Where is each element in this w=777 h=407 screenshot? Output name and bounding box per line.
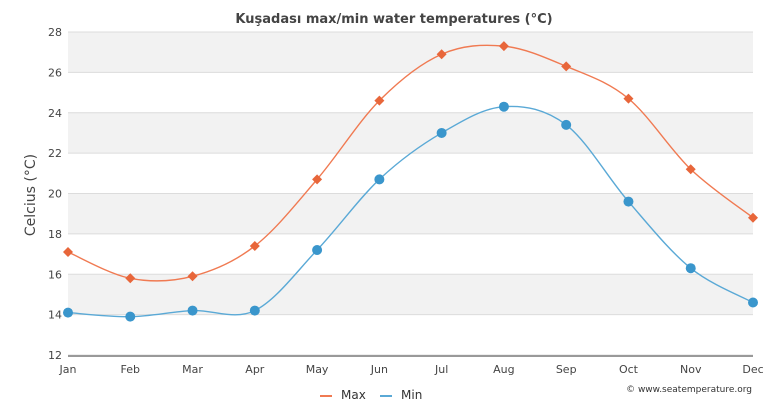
data-point-max[interactable] — [125, 273, 136, 284]
data-point-min[interactable] — [125, 311, 136, 322]
data-point-max[interactable] — [312, 174, 323, 185]
data-point-max[interactable] — [498, 41, 509, 52]
x-tick-label: Apr — [245, 363, 265, 376]
legend-item-max[interactable]: Max — [320, 388, 366, 402]
data-point-min[interactable] — [63, 307, 73, 318]
data-point-max[interactable] — [561, 61, 572, 72]
legend-label: Min — [401, 388, 422, 402]
y-tick-label: 18 — [48, 228, 62, 241]
data-point-max[interactable] — [63, 247, 73, 258]
x-tick-label: Feb — [121, 363, 140, 376]
x-tick-labels: Jan Feb Mar Apr May Jun Jul Aug Sep Oct Nov Dec — [59, 363, 764, 376]
data-point-min[interactable] — [436, 127, 447, 138]
data-point-max[interactable] — [249, 240, 260, 251]
data-point-min[interactable] — [623, 196, 634, 207]
y-axis-label: Celcius (°C) — [23, 154, 39, 236]
series-line-max — [67, 44, 754, 282]
data-point-max[interactable] — [187, 271, 198, 282]
y-tick-label: 28 — [48, 26, 62, 39]
data-point-min[interactable] — [312, 245, 323, 256]
credit-text: © www.seatemperature.org — [626, 385, 752, 395]
y-tick-labels: 12 14 16 18 20 22 24 26 28 — [48, 26, 62, 362]
x-tick-label: Nov — [680, 363, 702, 376]
data-point-min[interactable] — [748, 297, 758, 308]
x-tick-label: Mar — [182, 363, 203, 376]
data-point-min[interactable] — [561, 119, 572, 130]
x-tick-label: Oct — [619, 363, 639, 376]
plot-band — [68, 274, 753, 315]
legend-label: Max — [341, 388, 366, 402]
x-tick-label: Jul — [434, 363, 448, 376]
y-tick-label: 12 — [48, 349, 62, 362]
data-point-max[interactable] — [436, 49, 447, 60]
chart-title: Kuşadası max/min water temperatures (°C) — [235, 12, 552, 27]
data-point-max[interactable] — [623, 93, 634, 104]
y-tick-label: 16 — [48, 268, 62, 281]
data-point-max[interactable] — [374, 95, 385, 106]
y-tick-label: 22 — [48, 147, 62, 160]
y-tick-label: 14 — [48, 309, 62, 322]
x-tick-label: May — [306, 363, 329, 376]
x-tick-label: Sep — [556, 363, 577, 376]
x-tick-label: Jan — [59, 363, 77, 376]
series-markers — [63, 41, 758, 322]
data-point-min[interactable] — [187, 305, 198, 316]
plot-bands — [68, 32, 753, 315]
legend[interactable]: Max Min — [320, 388, 422, 402]
plot-band — [68, 112, 753, 154]
data-point-min[interactable] — [249, 305, 260, 316]
legend-item-min[interactable]: Min — [380, 388, 422, 402]
y-tick-label: 24 — [48, 107, 62, 120]
data-point-max[interactable] — [685, 164, 696, 175]
y-tick-label: 20 — [48, 188, 62, 201]
x-tick-label: Dec — [742, 363, 763, 376]
x-tick-label: Jun — [370, 363, 388, 376]
data-point-min[interactable] — [685, 263, 696, 274]
x-tick-label: Aug — [493, 363, 514, 376]
data-point-max[interactable] — [748, 212, 758, 223]
y-tick-label: 26 — [48, 66, 62, 79]
data-point-min[interactable] — [498, 101, 509, 112]
plot-band — [68, 32, 753, 73]
data-point-min[interactable] — [374, 174, 385, 185]
